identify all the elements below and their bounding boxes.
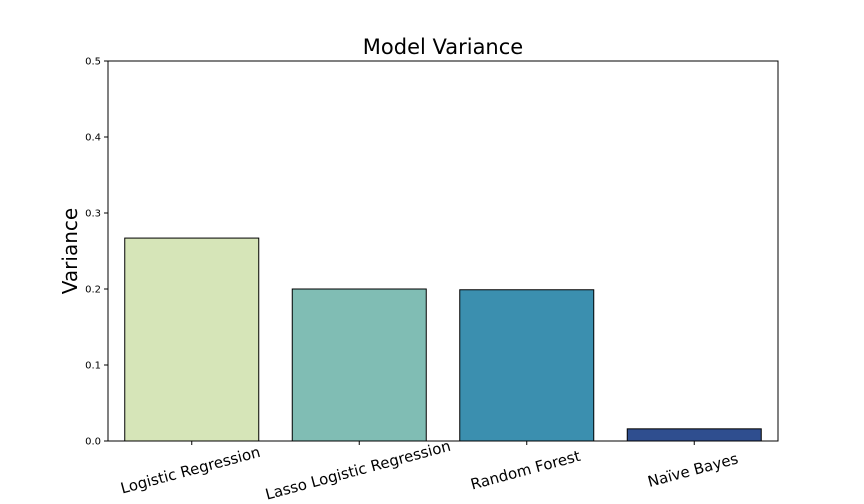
x-ticks-group: Logistic Regression Lasso Logistic Regres… — [119, 437, 741, 504]
y-tick-label: 0.5 — [85, 57, 101, 68]
y-tick-label: 0.1 — [85, 361, 101, 372]
y-ticks-group: 0.0 0.1 0.2 0.3 0.4 0.5 — [85, 57, 108, 448]
y-tick-label: 0.4 — [85, 133, 101, 144]
chart-title: Model Variance — [363, 35, 523, 59]
bars-group — [124, 237, 762, 442]
y-tick-label: 0.2 — [85, 285, 101, 296]
x-tick-label: Lasso Logistic Regression — [263, 437, 452, 504]
y-tick-label: 0.3 — [85, 209, 101, 220]
bar-lasso-logistic-regression — [291, 288, 427, 442]
bar-random-forest — [459, 289, 595, 442]
bar-na-ve-bayes — [626, 428, 762, 442]
y-tick-label: 0.0 — [85, 437, 101, 448]
x-tick-label: Naïve Bayes — [646, 449, 741, 490]
x-tick-label: Random Forest — [469, 447, 583, 494]
y-axis-label: Variance — [58, 208, 82, 294]
bar-logistic-regression — [124, 237, 260, 442]
x-tick-label: Logistic Regression — [119, 443, 263, 498]
plot-frame — [107, 60, 779, 442]
